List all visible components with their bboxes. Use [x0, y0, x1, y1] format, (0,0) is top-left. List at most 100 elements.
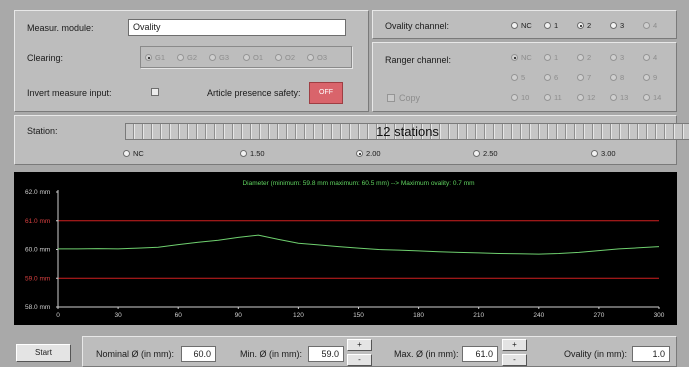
- radio-icon: [610, 74, 617, 81]
- radio-icon: [275, 54, 282, 61]
- copy-checkbox[interactable]: [387, 94, 395, 102]
- radio-icon: [591, 150, 598, 157]
- ovality-channel-nc[interactable]: NC: [511, 21, 532, 30]
- limits-panel: Nominal Ø (in mm): 60.0 Min. Ø (in mm): …: [82, 336, 677, 367]
- y-tick-label: 62.0 mm: [25, 189, 50, 196]
- clearing-group: [140, 46, 352, 68]
- max-increment-button[interactable]: +: [502, 339, 527, 351]
- radio-icon: [240, 150, 247, 157]
- ranger-channel-2[interactable]: 2: [577, 53, 591, 62]
- start-button[interactable]: Start: [16, 344, 71, 362]
- diameter-chart: Diameter (minimum: 59.8 mm maximum: 60.5…: [14, 172, 677, 325]
- radio-icon: [643, 54, 650, 61]
- ranger-channel-6[interactable]: 6: [544, 73, 558, 82]
- radio-icon: [577, 74, 584, 81]
- x-tick-label: 180: [413, 312, 424, 319]
- x-tick-label: 240: [533, 312, 544, 319]
- station-option-2-50[interactable]: 2.50: [473, 149, 498, 158]
- radio-icon: [544, 74, 551, 81]
- radio-icon: [643, 94, 650, 101]
- station-option-3-00[interactable]: 3.00: [591, 149, 616, 158]
- x-tick-label: 270: [593, 312, 604, 319]
- radio-icon: [145, 54, 152, 61]
- radio-icon: [511, 54, 518, 61]
- presence-label: Article presence safety:: [207, 88, 301, 98]
- ranger-channel-nc[interactable]: NC: [511, 53, 532, 62]
- ranger-channel-label: Ranger channel:: [385, 55, 452, 65]
- min-increment-button[interactable]: +: [347, 339, 372, 351]
- ranger-channel-3[interactable]: 3: [610, 53, 624, 62]
- max-field[interactable]: 61.0: [462, 346, 498, 362]
- x-tick-label: 60: [175, 312, 183, 319]
- x-tick-label: 150: [353, 312, 364, 319]
- clearing-option-o1[interactable]: O1: [243, 53, 263, 62]
- station-option-nc[interactable]: NC: [123, 149, 144, 158]
- ovality-channel-2[interactable]: 2: [577, 21, 591, 30]
- ovality-channel-label: Ovality channel:: [385, 21, 450, 31]
- module-field[interactable]: Ovality: [128, 19, 346, 36]
- invert-checkbox[interactable]: [151, 88, 159, 96]
- station-option-1-50[interactable]: 1.50: [240, 149, 265, 158]
- radio-icon: [643, 74, 650, 81]
- radio-icon: [610, 94, 617, 101]
- module-panel: Measur. module: Ovality Clearing: G1 G2 …: [14, 10, 369, 112]
- radio-icon: [577, 22, 584, 29]
- ranger-channel-4[interactable]: 4: [643, 53, 657, 62]
- clearing-option-g3[interactable]: G3: [209, 53, 229, 62]
- min-label: Min. Ø (in mm):: [240, 349, 302, 359]
- ranger-channel-5[interactable]: 5: [511, 73, 525, 82]
- nominal-label: Nominal Ø (in mm):: [96, 349, 175, 359]
- radio-icon: [577, 94, 584, 101]
- chart-title: Diameter (minimum: 59.8 mm maximum: 60.5…: [242, 180, 474, 187]
- max-decrement-button[interactable]: -: [502, 354, 527, 366]
- ranger-channel-12[interactable]: 12: [577, 93, 595, 102]
- ovality-channel-panel: Ovality channel: NC 1 2 3 4: [372, 10, 677, 39]
- radio-icon: [243, 54, 250, 61]
- ovality-field[interactable]: 1.0: [632, 346, 670, 362]
- min-field[interactable]: 59.0: [308, 346, 344, 362]
- ovality-channel-4[interactable]: 4: [643, 21, 657, 30]
- x-tick-label: 120: [293, 312, 304, 319]
- min-decrement-button[interactable]: -: [347, 354, 372, 366]
- ovality-channel-1[interactable]: 1: [544, 21, 558, 30]
- station-slider-value: 12 stations: [376, 124, 439, 139]
- ranger-channel-1[interactable]: 1: [544, 53, 558, 62]
- ranger-channel-13[interactable]: 13: [610, 93, 628, 102]
- y-tick-label: 61.0 mm: [25, 218, 50, 225]
- ranger-channel-10[interactable]: 10: [511, 93, 529, 102]
- station-panel: Station: 12 stations NC 1.50 2.00 2.50 3…: [14, 115, 689, 165]
- presence-off-button[interactable]: OFF: [309, 82, 343, 104]
- clearing-label: Clearing:: [27, 53, 64, 63]
- radio-icon: [511, 94, 518, 101]
- station-label: Station:: [27, 126, 58, 136]
- ranger-channel-7[interactable]: 7: [577, 73, 591, 82]
- radio-icon: [577, 54, 584, 61]
- clearing-option-g1[interactable]: G1: [145, 53, 165, 62]
- x-tick-label: 90: [235, 312, 243, 319]
- x-tick-label: 210: [473, 312, 484, 319]
- ranger-channel-14[interactable]: 14: [643, 93, 661, 102]
- radio-icon: [544, 94, 551, 101]
- station-option-2-00[interactable]: 2.00: [356, 149, 381, 158]
- x-tick-label: 0: [56, 312, 60, 319]
- module-label: Measur. module:: [27, 23, 94, 33]
- radio-icon: [209, 54, 216, 61]
- radio-icon: [123, 150, 130, 157]
- ovality-channel-3[interactable]: 3: [610, 21, 624, 30]
- radio-icon: [610, 22, 617, 29]
- clearing-option-g2[interactable]: G2: [177, 53, 197, 62]
- radio-icon: [356, 150, 363, 157]
- ranger-channel-panel: Ranger channel: NC 1 2 3 4 5 6 7 8 9 Cop…: [372, 42, 677, 112]
- radio-icon: [177, 54, 184, 61]
- clearing-option-o2[interactable]: O2: [275, 53, 295, 62]
- invert-label: Invert measure input:: [27, 88, 112, 98]
- station-slider[interactable]: [125, 123, 689, 140]
- x-tick-label: 300: [654, 312, 665, 319]
- ranger-channel-8[interactable]: 8: [610, 73, 624, 82]
- y-tick-label: 58.0 mm: [25, 304, 50, 311]
- ranger-channel-11[interactable]: 11: [544, 93, 562, 102]
- ranger-channel-9[interactable]: 9: [643, 73, 657, 82]
- x-tick-label: 30: [114, 312, 122, 319]
- clearing-option-o3[interactable]: O3: [307, 53, 327, 62]
- nominal-field[interactable]: 60.0: [181, 346, 216, 362]
